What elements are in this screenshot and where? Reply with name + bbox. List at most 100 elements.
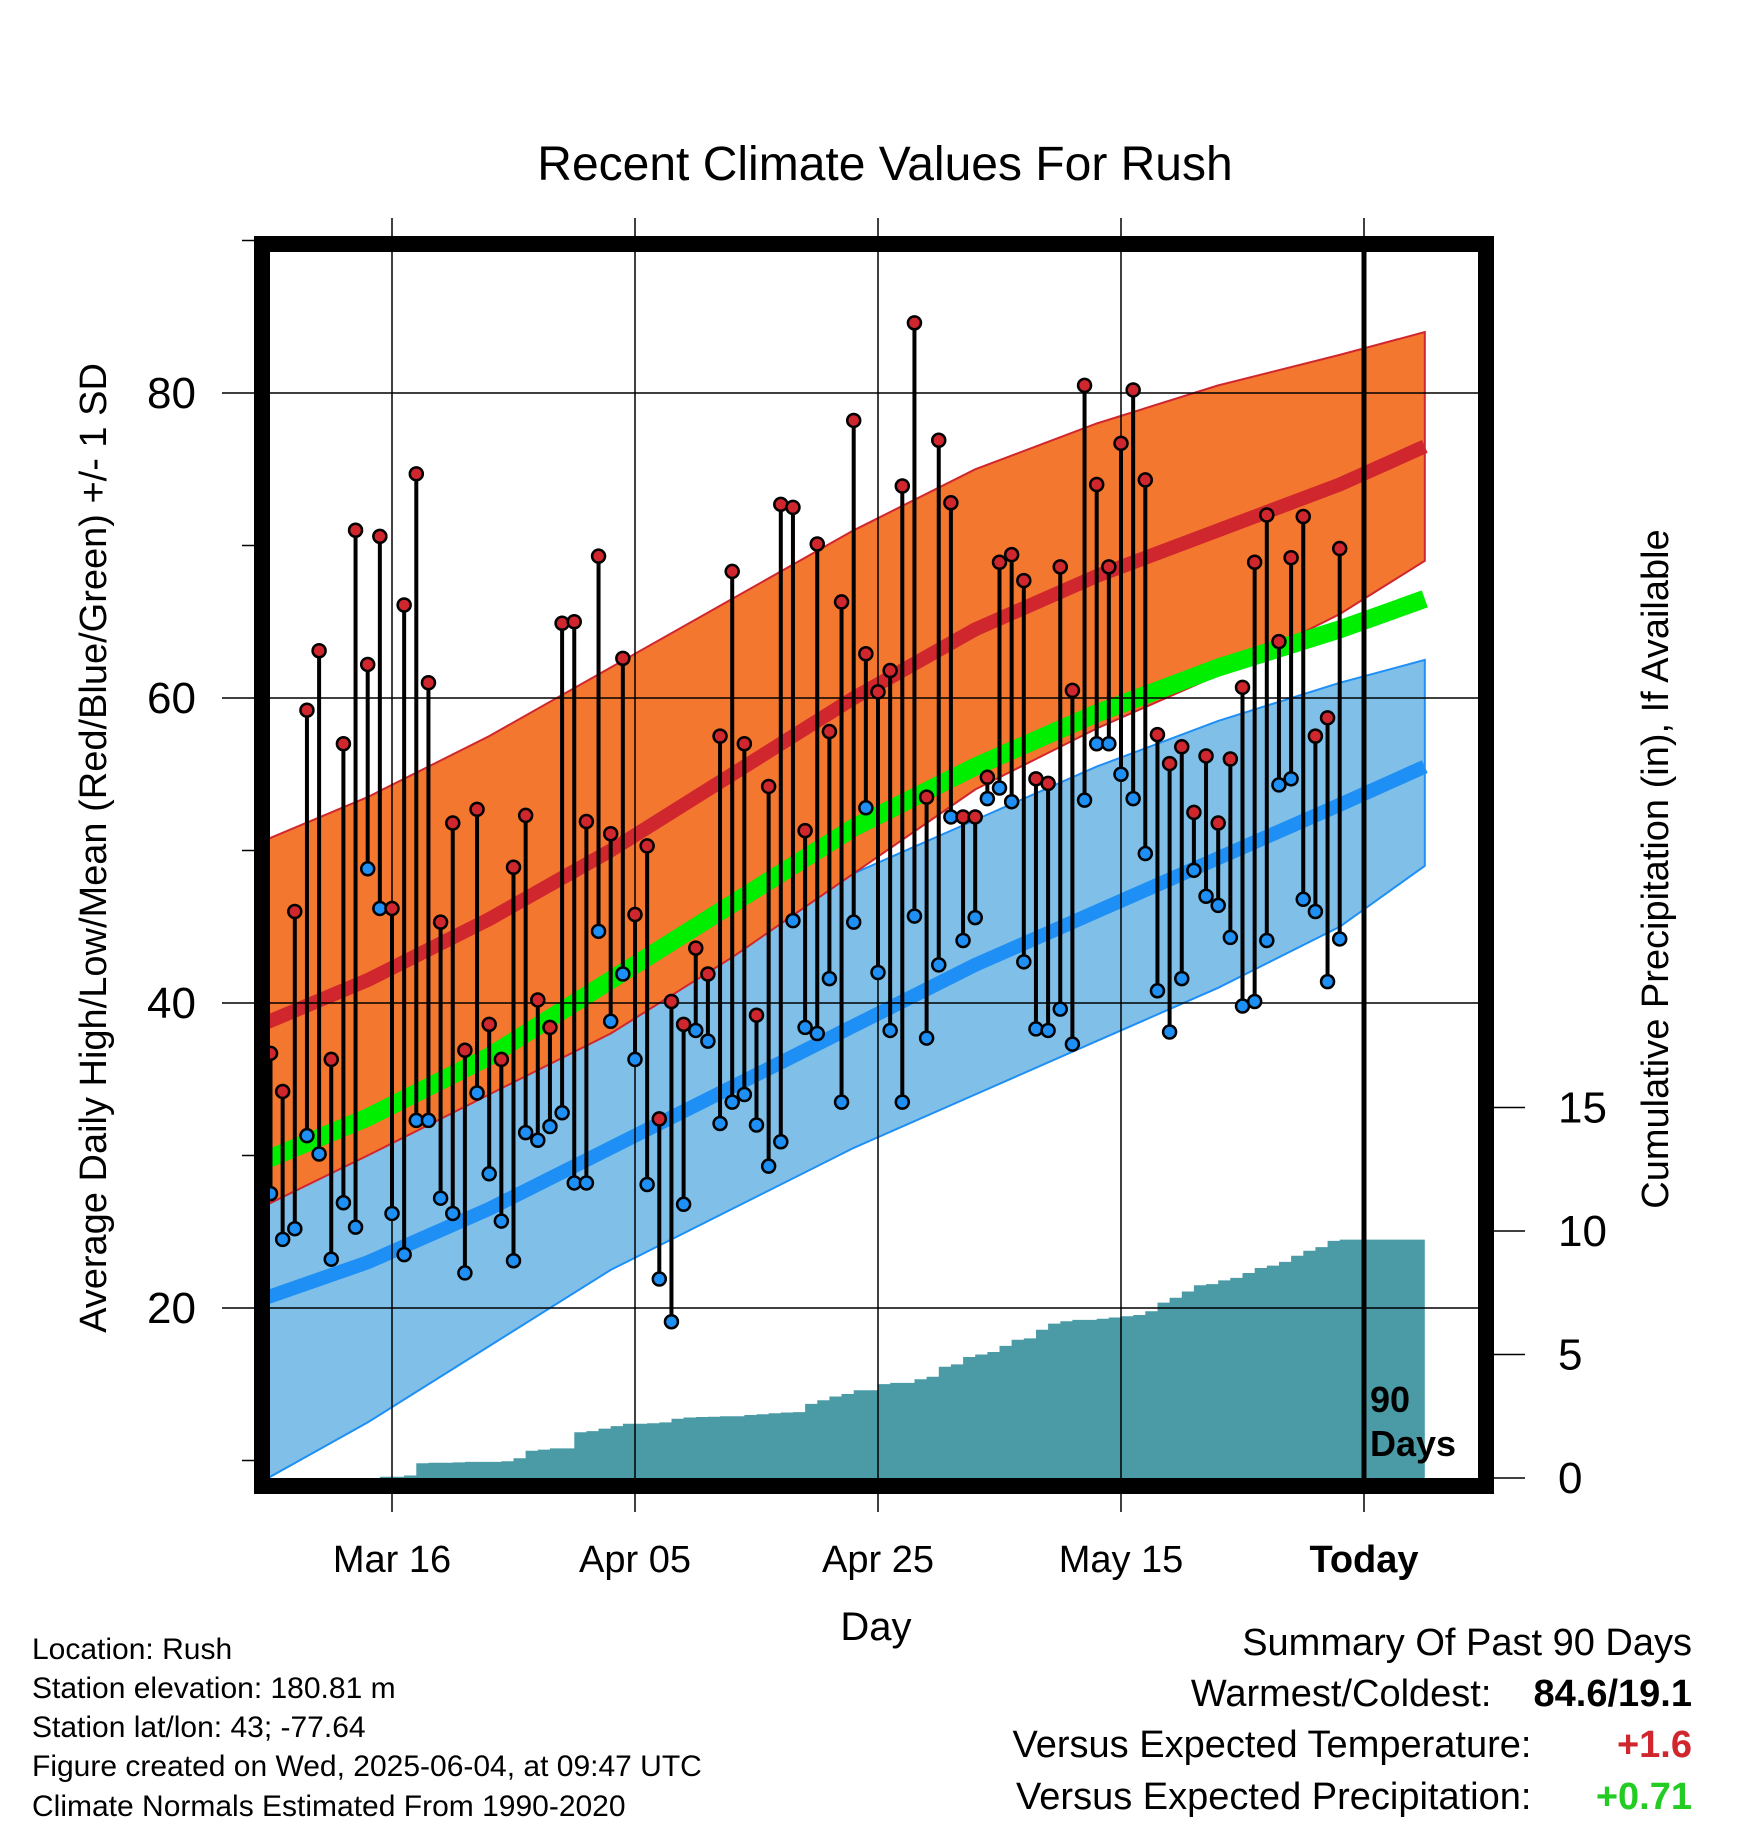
high-point <box>845 412 862 429</box>
high-point <box>1295 508 1311 525</box>
low-point <box>1319 973 1336 990</box>
high-normal-band <box>270 330 1426 1205</box>
low-point <box>627 1051 643 1068</box>
high-point <box>420 675 437 691</box>
high-point <box>299 702 315 718</box>
low-point <box>481 1166 497 1182</box>
high-point <box>311 642 327 659</box>
low-point <box>651 1271 668 1287</box>
high-point <box>688 940 704 956</box>
high-point <box>1064 682 1081 699</box>
low-normal-line <box>270 760 1428 1304</box>
high-point <box>396 597 412 613</box>
high-point <box>1125 382 1141 398</box>
y-axis-left-label: Average Daily High/Low/Mean (Red/Blue/Gr… <box>73 363 115 1333</box>
high-point <box>347 522 364 538</box>
y-right-tick-label: 5 <box>1558 1331 1582 1380</box>
low-point <box>1307 903 1324 920</box>
high-point <box>882 662 898 679</box>
low-point <box>688 1022 704 1039</box>
high-point <box>724 563 740 580</box>
low-point <box>833 1094 850 1110</box>
low-point <box>1052 1001 1068 1017</box>
low-point <box>554 1105 570 1121</box>
low-point <box>590 923 607 940</box>
low-point <box>602 1013 619 1030</box>
high-point <box>712 728 728 744</box>
low-point <box>299 1127 315 1144</box>
high-point <box>566 614 582 630</box>
low-point <box>1149 983 1166 999</box>
low-point <box>335 1195 352 1211</box>
high-point <box>627 906 643 923</box>
low-point <box>542 1118 558 1135</box>
low-point <box>1137 845 1154 862</box>
low-point <box>712 1115 728 1132</box>
low-point <box>967 909 983 926</box>
x-tick-label: Today <box>1309 1539 1418 1581</box>
high-point <box>736 736 753 752</box>
low-point <box>274 1231 291 1248</box>
low-point <box>359 861 376 877</box>
today-marker-label: 90 <box>1370 1379 1410 1420</box>
high-point <box>542 1019 558 1036</box>
high-point <box>651 1111 668 1127</box>
low-point <box>748 1117 765 1133</box>
low-point <box>845 914 862 930</box>
high-point <box>1149 726 1166 743</box>
x-tick-label: Apr 25 <box>822 1539 934 1581</box>
high-point <box>1307 728 1324 744</box>
summary-temp-row: Versus Expected Temperature: +1.6 <box>1013 1724 1692 1767</box>
high-point <box>1283 549 1299 566</box>
low-point <box>270 1185 279 1202</box>
summary-temp-value: +1.6 <box>1616 1724 1692 1766</box>
high-point <box>748 1007 765 1023</box>
footer-normals: Climate Normals Estimated From 1990-2020 <box>32 1790 626 1823</box>
high-point <box>870 684 886 700</box>
low-point <box>1125 790 1141 807</box>
x-tick-label: Apr 05 <box>579 1539 691 1581</box>
summary-warmest-value: 84.6/19.1 <box>1533 1673 1692 1715</box>
low-point <box>1331 931 1348 947</box>
low-point <box>700 1033 716 1049</box>
low-point <box>1028 1021 1044 1037</box>
low-point <box>724 1094 740 1110</box>
summary-title: Summary Of Past 90 Days <box>1242 1622 1692 1664</box>
low-point <box>736 1086 753 1103</box>
y-right-tick-label: 15 <box>1558 1084 1607 1133</box>
high-point <box>1246 554 1263 571</box>
high-point <box>554 615 570 632</box>
high-point <box>1003 546 1020 563</box>
summary-warmest-label: Warmest/Coldest: <box>1190 1673 1492 1715</box>
low-point <box>675 1196 692 1213</box>
low-point <box>1174 970 1190 987</box>
summary-precip-value: +0.71 <box>1595 1776 1692 1818</box>
high-point <box>1016 572 1032 589</box>
high-point <box>1137 472 1154 488</box>
high-point <box>675 1016 692 1033</box>
high-point <box>858 646 874 662</box>
footer-latlon: Station lat/lon: 43; -77.64 <box>32 1711 366 1744</box>
high-point <box>481 1016 497 1033</box>
low-point <box>773 1134 789 1150</box>
low-point <box>760 1158 777 1174</box>
low-point <box>493 1213 510 1229</box>
low-point <box>457 1265 473 1281</box>
high-point <box>457 1042 473 1059</box>
high-point <box>931 432 947 449</box>
high-point <box>1088 476 1105 493</box>
summary-precip-label: Versus Expected Precipitation: <box>1016 1776 1532 1818</box>
precipitation-area <box>270 1239 1425 1478</box>
high-point <box>1101 559 1117 575</box>
low-point <box>1222 929 1239 946</box>
plot-frame <box>254 236 1494 1494</box>
high-point <box>918 789 935 805</box>
high-point <box>821 723 838 740</box>
high-point <box>785 499 801 516</box>
low-point <box>1295 891 1311 908</box>
high-point <box>432 914 449 930</box>
high-point <box>359 656 376 673</box>
high-point <box>602 825 619 842</box>
low-point <box>530 1132 546 1148</box>
y-axis-right-label: Cumulative Precipitation (in), If Availa… <box>1635 529 1677 1208</box>
